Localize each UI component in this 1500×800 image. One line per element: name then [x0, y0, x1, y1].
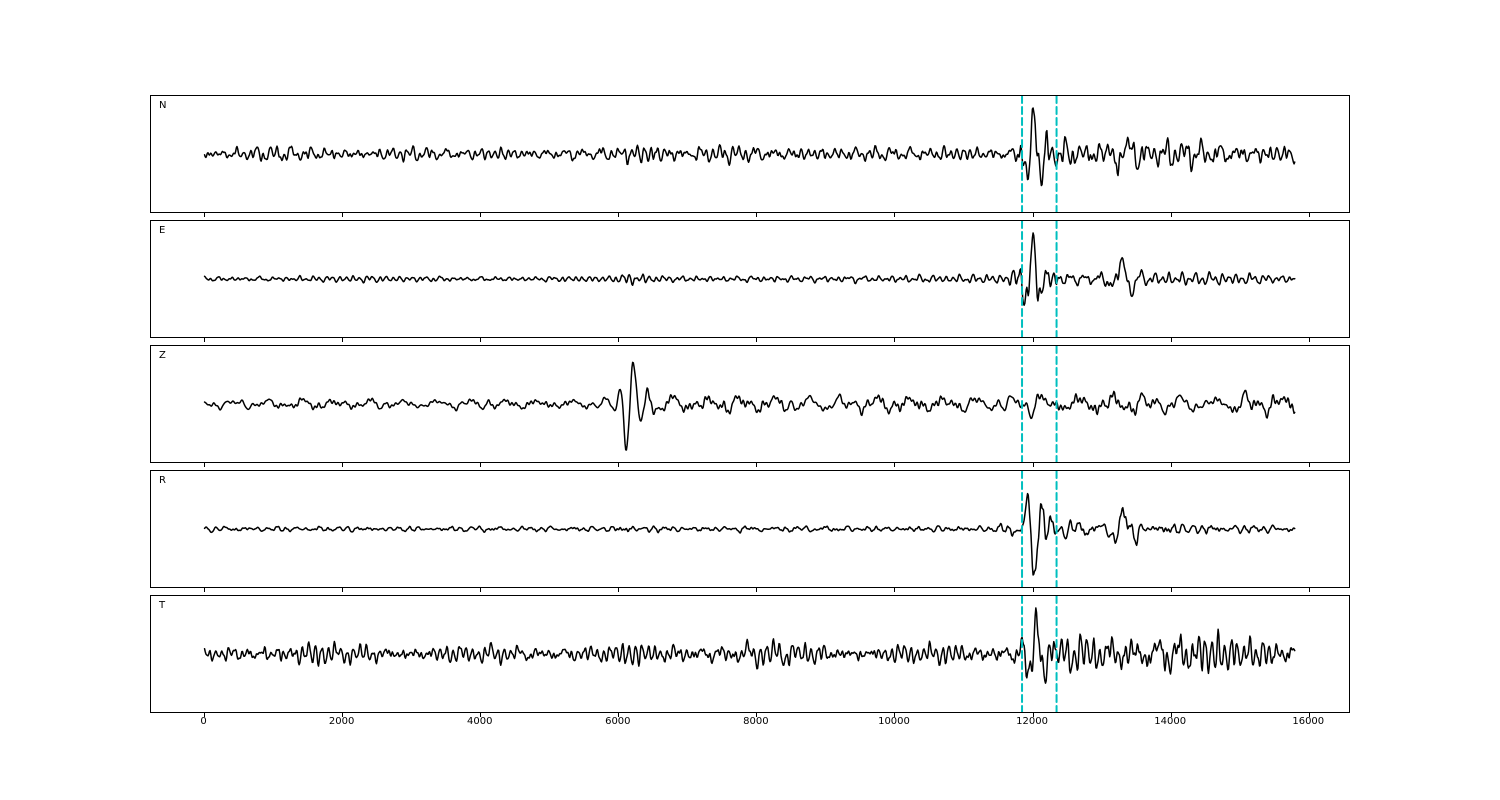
x-axis-tick — [618, 588, 620, 592]
channel-label-R: R — [159, 475, 166, 486]
x-axis-tick — [894, 213, 896, 217]
x-axis-tick — [1032, 463, 1034, 467]
x-axis-tick — [756, 713, 758, 717]
x-axis-tick — [480, 588, 482, 592]
trace-canvas-R — [151, 471, 1349, 587]
x-axis-tick — [480, 213, 482, 217]
trace-panel-Z: Z — [150, 345, 1350, 467]
trace-panel-E: E — [150, 220, 1350, 342]
x-axis-tick — [756, 588, 758, 592]
channel-label-N: N — [159, 100, 167, 111]
x-axis-tick — [342, 338, 344, 342]
trace-canvas-N — [151, 96, 1349, 212]
x-axis-tick — [1170, 338, 1172, 342]
x-axis-tick — [204, 213, 206, 217]
x-axis-tick-label: 12000 — [1016, 716, 1048, 727]
channel-label-T: T — [159, 600, 166, 611]
x-axis-tick — [756, 463, 758, 467]
trace-canvas-Z — [151, 346, 1349, 462]
x-axis-tick — [480, 713, 482, 717]
x-axis-tick — [756, 213, 758, 217]
x-axis-tick-label: 8000 — [743, 716, 769, 727]
x-axis-tick — [204, 463, 206, 467]
trace-panel-T: T — [150, 595, 1350, 717]
x-axis-tick-labels: 0 2000 4000 6000 8000 10000 12000 14000 16000 — [0, 716, 1500, 732]
x-axis-tick — [1170, 713, 1172, 717]
x-axis-tick — [1308, 213, 1310, 217]
x-axis-tick — [1308, 713, 1310, 717]
x-axis-tick — [342, 588, 344, 592]
x-axis-tick — [894, 713, 896, 717]
x-axis-tick — [1032, 588, 1034, 592]
x-axis-tick — [756, 338, 758, 342]
x-axis-tick-label: 6000 — [605, 716, 631, 727]
x-axis-tick — [342, 213, 344, 217]
x-axis-tick-label: 10000 — [878, 716, 910, 727]
x-axis-tick — [1308, 588, 1310, 592]
x-axis-tick — [1170, 213, 1172, 217]
trace-canvas-E — [151, 221, 1349, 337]
x-axis-tick — [1308, 463, 1310, 467]
x-axis-tick — [894, 338, 896, 342]
x-axis-tick — [1170, 463, 1172, 467]
channel-label-Z: Z — [159, 350, 166, 361]
x-axis-tick — [1032, 713, 1034, 717]
x-axis-tick — [204, 338, 206, 342]
x-axis-tick-label: 2000 — [328, 716, 355, 727]
x-axis-tick — [204, 713, 206, 717]
x-axis-tick — [342, 713, 344, 717]
x-axis-tick-label: 0 — [200, 716, 207, 727]
x-axis-tick — [1032, 338, 1034, 342]
x-axis-tick — [1308, 338, 1310, 342]
x-axis-tick — [618, 338, 620, 342]
x-axis-tick — [480, 338, 482, 342]
trace-panel-R: R — [150, 470, 1350, 592]
x-axis-tick — [894, 588, 896, 592]
trace-canvas-T — [151, 596, 1349, 712]
trace-panel-N: N — [150, 95, 1350, 217]
x-axis-tick — [618, 213, 620, 217]
x-axis-tick-label: 16000 — [1292, 716, 1325, 727]
x-axis-tick — [1170, 588, 1172, 592]
x-axis-tick — [342, 463, 344, 467]
x-axis-tick — [618, 463, 620, 467]
x-axis-tick — [480, 463, 482, 467]
x-axis-tick-label: 4000 — [466, 716, 493, 727]
x-axis-tick-label: 14000 — [1154, 716, 1187, 727]
x-axis-tick — [618, 713, 620, 717]
channel-label-E: E — [159, 225, 166, 236]
x-axis-tick — [204, 588, 206, 592]
x-axis-tick — [894, 463, 896, 467]
x-axis-tick — [1032, 213, 1034, 217]
